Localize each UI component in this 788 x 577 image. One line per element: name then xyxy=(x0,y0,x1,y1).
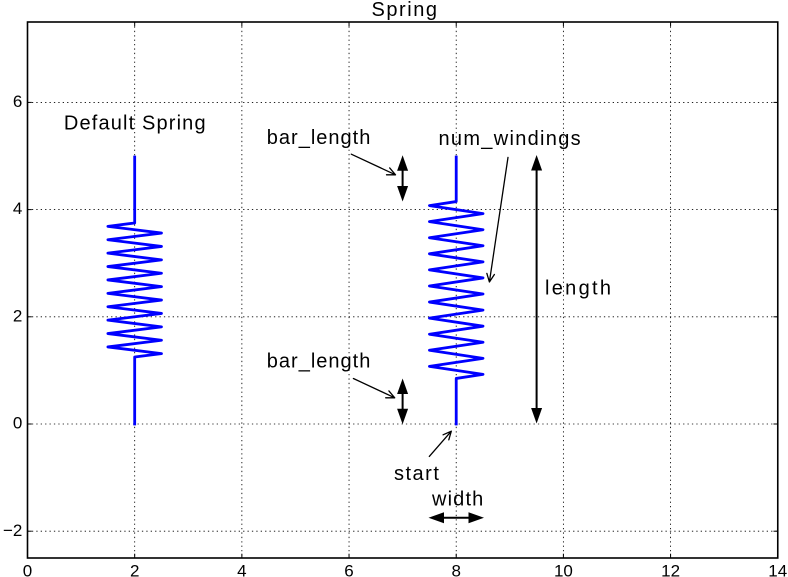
svg-text:width: width xyxy=(431,488,484,510)
svg-text:8: 8 xyxy=(451,562,460,577)
svg-text:start: start xyxy=(394,463,440,485)
svg-text:6: 6 xyxy=(344,562,353,577)
svg-text:num_windings: num_windings xyxy=(439,128,582,150)
svg-text:14: 14 xyxy=(768,562,787,577)
svg-text:0: 0 xyxy=(23,562,32,577)
svg-text:4: 4 xyxy=(237,562,246,577)
svg-text:length: length xyxy=(545,278,613,300)
svg-text:bar_length: bar_length xyxy=(267,351,372,373)
svg-text:Default Spring: Default Spring xyxy=(64,113,207,135)
svg-text:Spring: Spring xyxy=(371,0,438,21)
svg-text:12: 12 xyxy=(661,562,680,577)
svg-text:6: 6 xyxy=(13,92,22,111)
svg-text:4: 4 xyxy=(13,199,22,218)
svg-text:2: 2 xyxy=(130,562,139,577)
svg-text:10: 10 xyxy=(554,562,573,577)
svg-text:−2: −2 xyxy=(3,521,22,540)
svg-text:0: 0 xyxy=(13,414,22,433)
svg-text:bar_length: bar_length xyxy=(267,127,372,149)
svg-text:2: 2 xyxy=(13,306,22,325)
